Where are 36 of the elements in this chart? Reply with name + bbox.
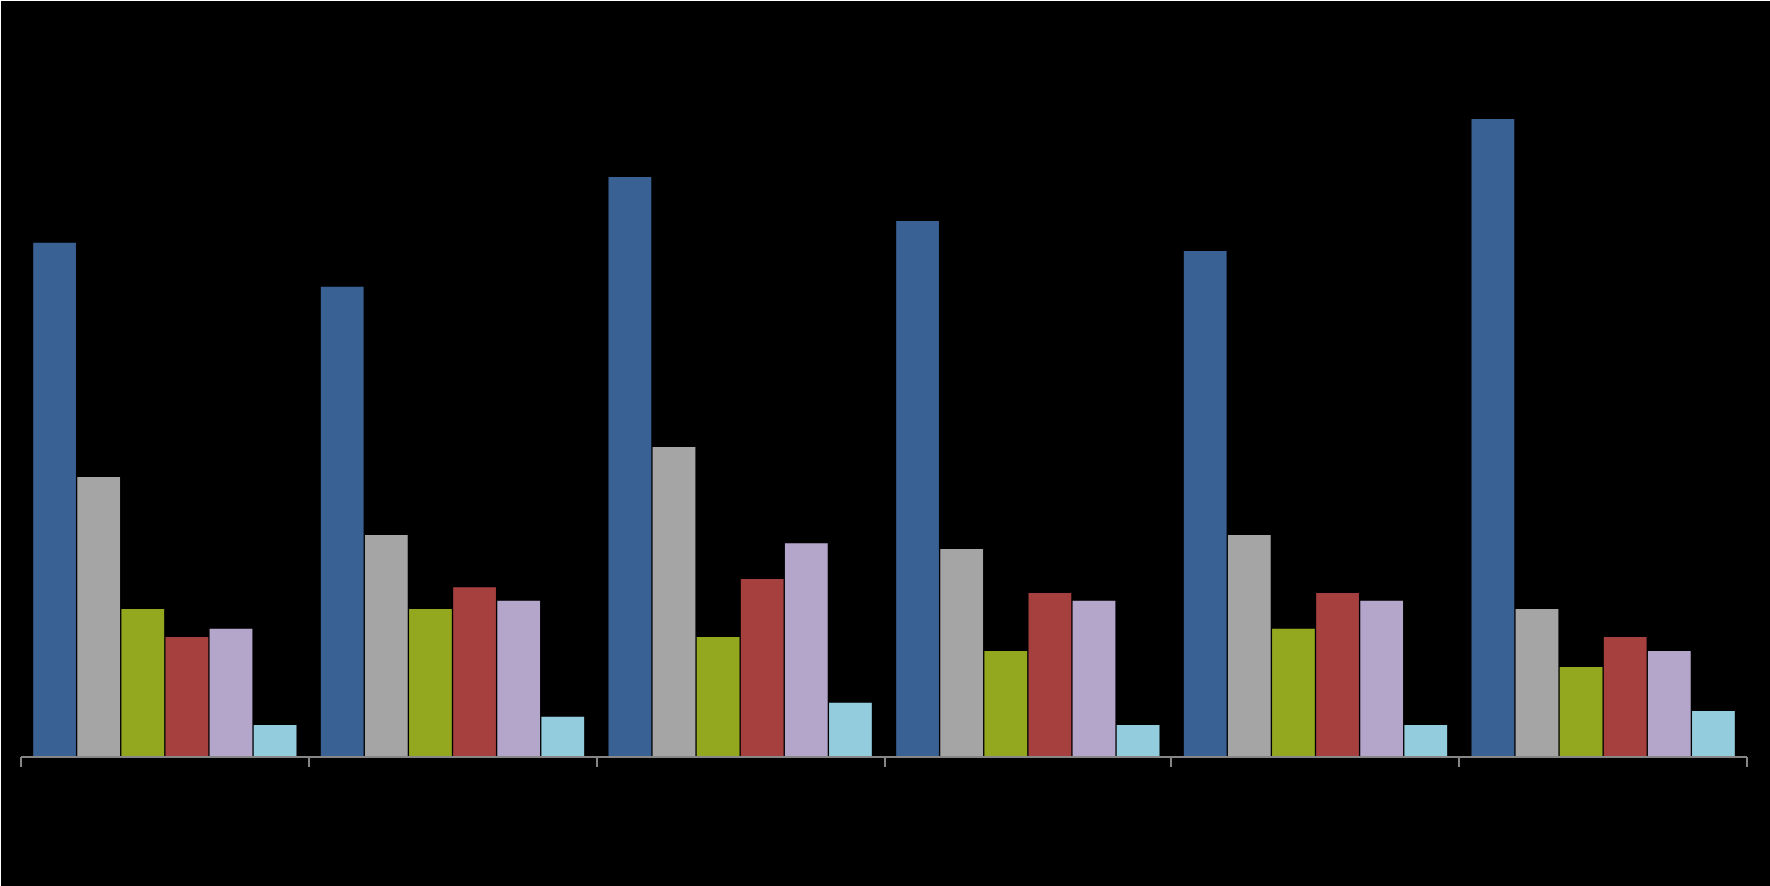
bar [608,177,652,757]
bar [652,446,696,757]
bar [1515,608,1559,757]
bar [1072,600,1116,757]
bar [1603,637,1647,757]
bar [1227,534,1271,757]
bar [453,587,496,757]
bar [1116,725,1160,757]
bar [896,221,939,757]
bar [1559,667,1603,757]
bar [409,608,452,757]
bar [1183,251,1227,757]
bar [1316,593,1359,757]
bar [165,637,209,757]
bar [1360,600,1404,757]
bar [740,579,784,757]
bar [320,286,364,757]
bar [497,600,541,757]
bar [1471,119,1515,757]
bar [1272,628,1315,757]
bar [984,651,1028,757]
bar [209,628,253,757]
bar [77,476,121,757]
bar [541,716,585,757]
bar [364,534,408,757]
bar [1647,651,1691,757]
bar [696,637,740,757]
bar [940,549,984,757]
bar [784,543,828,757]
bar [1404,725,1448,757]
bar [121,608,165,757]
bar [253,725,297,757]
bar [1028,593,1072,757]
bar [1692,711,1735,757]
bar [829,702,872,757]
bar [33,242,76,757]
